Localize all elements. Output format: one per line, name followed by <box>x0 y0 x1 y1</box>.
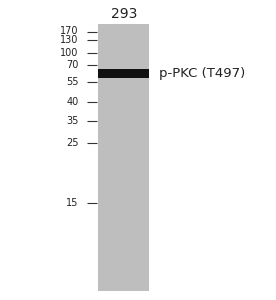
Text: 40: 40 <box>67 97 79 107</box>
Text: 70: 70 <box>66 60 79 70</box>
Text: 25: 25 <box>66 138 79 148</box>
Text: 100: 100 <box>60 47 79 58</box>
Text: p-PKC (T497): p-PKC (T497) <box>159 67 245 80</box>
Text: 35: 35 <box>66 116 79 126</box>
Bar <box>98 69 149 78</box>
Text: 130: 130 <box>60 34 79 45</box>
Bar <box>98 24 149 291</box>
Text: 55: 55 <box>66 77 79 87</box>
Text: 15: 15 <box>66 197 79 208</box>
Text: 170: 170 <box>60 26 79 37</box>
Text: 293: 293 <box>111 7 137 20</box>
